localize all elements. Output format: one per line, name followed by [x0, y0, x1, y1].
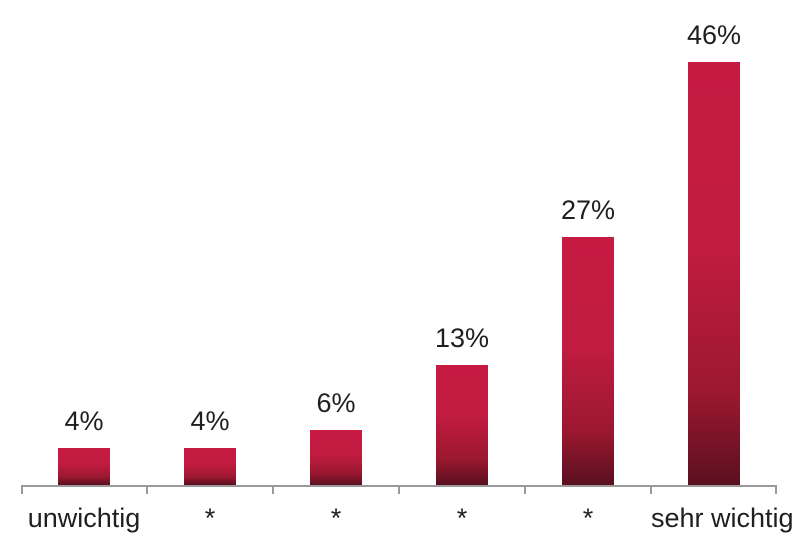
x-axis-label: * [330, 503, 342, 533]
bar-value-label: 46% [686, 20, 742, 50]
bar [310, 430, 362, 485]
axis-tick [524, 485, 526, 494]
axis-tick [272, 485, 274, 494]
bar-value-label: 6% [316, 388, 356, 418]
x-axis-line [21, 485, 777, 494]
x-axis-label: * [204, 503, 216, 533]
x-axis-label: sehr wichtig [651, 503, 794, 533]
axis-tick [21, 485, 23, 494]
bar [58, 448, 110, 485]
bar-value-label: 4% [64, 406, 104, 436]
axis-tick [398, 485, 400, 494]
plot-area: 4% 4% 6% 13% 27% 46% [21, 22, 777, 485]
axis-tick [146, 485, 148, 494]
bar [688, 62, 740, 485]
axis-tick [775, 485, 777, 494]
x-axis-label: unwichtig [27, 503, 141, 533]
bar-value-label: 4% [190, 406, 230, 436]
bar [184, 448, 236, 485]
bar-value-label: 27% [560, 195, 616, 225]
axis-tick [650, 485, 652, 494]
x-axis-labels: unwichtig * * * * sehr wichtig [21, 500, 794, 540]
bar [562, 237, 614, 485]
x-axis-label: * [582, 503, 594, 533]
bar [436, 365, 488, 485]
bar-value-label: 13% [434, 323, 490, 353]
x-axis-label: * [456, 503, 468, 533]
